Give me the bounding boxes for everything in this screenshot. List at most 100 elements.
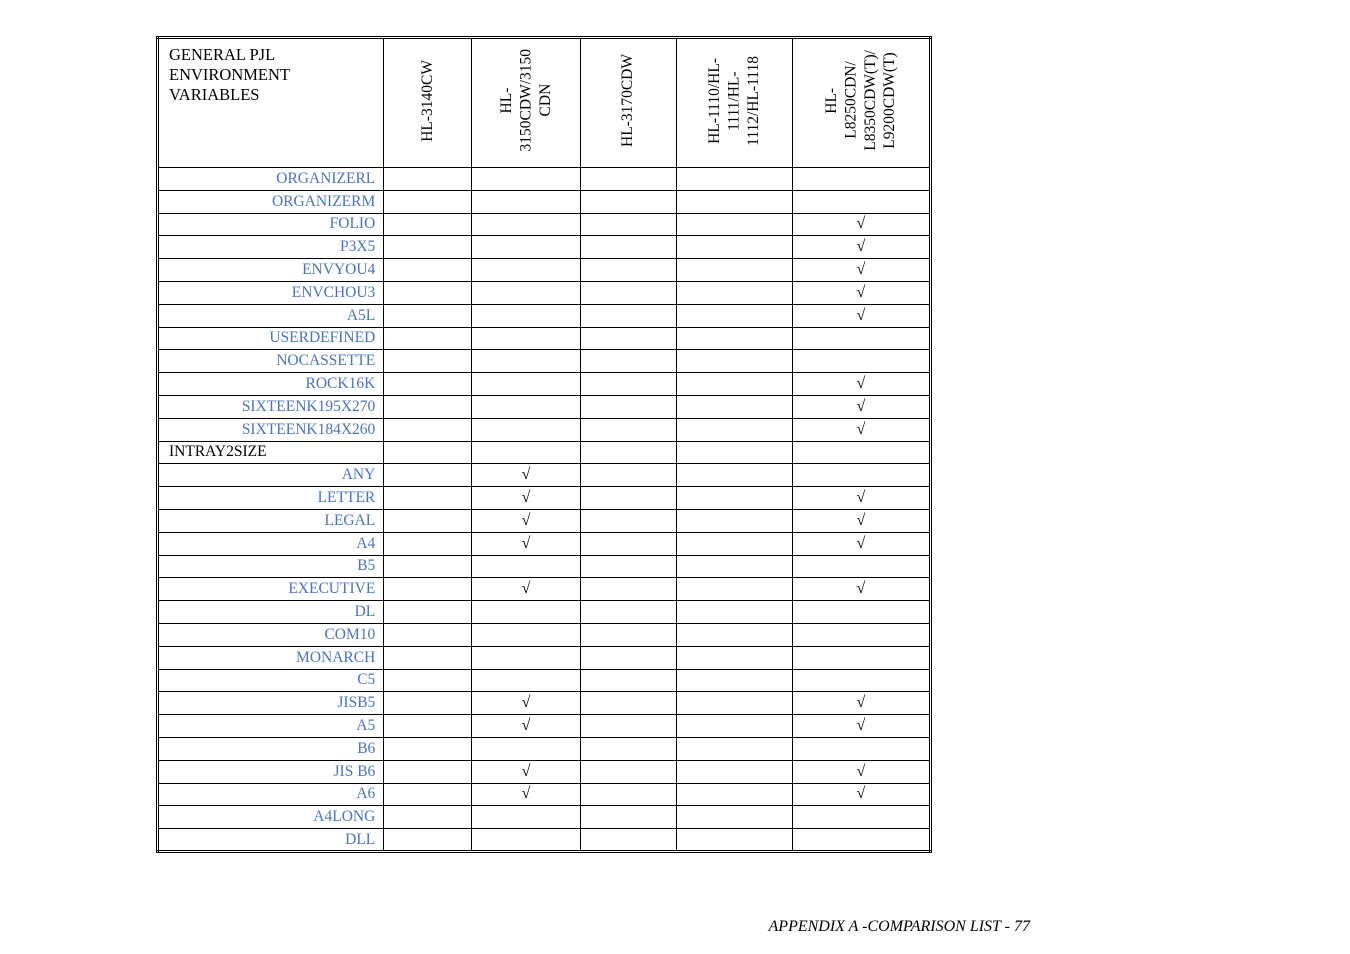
table-cell	[792, 555, 930, 578]
table-cell	[676, 760, 792, 783]
table-cell	[472, 555, 580, 578]
table-cell	[676, 829, 792, 852]
header-row: GENERAL PJL ENVIRONMENT VARIABLES HL-314…	[158, 38, 931, 168]
table-cell	[580, 806, 676, 829]
table-cell	[580, 259, 676, 282]
table-cell	[472, 213, 580, 236]
table-cell: √	[792, 395, 930, 418]
table-cell	[676, 578, 792, 601]
table-cell	[580, 783, 676, 806]
row-label: ORGANIZERM	[158, 190, 384, 213]
title-line-1: GENERAL PJL	[169, 45, 275, 64]
table-cell	[792, 441, 930, 464]
table-cell	[676, 190, 792, 213]
table-cell	[472, 281, 580, 304]
table-cell	[472, 327, 580, 350]
table-cell	[472, 236, 580, 259]
table-cell	[384, 168, 472, 191]
table-cell	[676, 737, 792, 760]
table-cell: √	[792, 692, 930, 715]
row-label: ENVYOU4	[158, 259, 384, 282]
table-cell	[472, 350, 580, 373]
table-row: FOLIO√	[158, 213, 931, 236]
table-row: JISB5 √ √	[158, 692, 931, 715]
table-cell	[384, 578, 472, 601]
table-row: LEGAL√√	[158, 509, 931, 532]
table-cell	[580, 464, 676, 487]
table-cell: √	[472, 692, 580, 715]
table-cell	[676, 281, 792, 304]
table-cell	[384, 350, 472, 373]
table-cell: √	[792, 760, 930, 783]
table-cell	[580, 395, 676, 418]
table-cell	[676, 646, 792, 669]
table-cell	[580, 509, 676, 532]
table-cell	[580, 829, 676, 852]
row-label: DL	[158, 601, 384, 624]
table-cell	[676, 304, 792, 327]
table-cell	[580, 418, 676, 441]
table-cell	[676, 327, 792, 350]
table-cell	[676, 555, 792, 578]
table-cell: √	[472, 487, 580, 510]
table-body: ORGANIZERLORGANIZERMFOLIO√P3X5√ENVYOU4√E…	[158, 168, 931, 852]
table-cell	[384, 623, 472, 646]
title-line-2: ENVIRONMENT	[169, 65, 290, 84]
table-row: COM10	[158, 623, 931, 646]
table-cell	[580, 327, 676, 350]
row-label: EXECUTIVE	[158, 578, 384, 601]
row-label: JISB5	[158, 692, 384, 715]
table-cell	[676, 373, 792, 396]
table-row: INTRAY2SIZE	[158, 441, 931, 464]
table-cell	[676, 418, 792, 441]
table-cell	[792, 168, 930, 191]
table-head: GENERAL PJL ENVIRONMENT VARIABLES HL-314…	[158, 38, 931, 168]
table-cell	[580, 487, 676, 510]
table-cell	[676, 806, 792, 829]
table-cell: √	[472, 532, 580, 555]
table-cell: √	[792, 236, 930, 259]
table-cell	[792, 350, 930, 373]
table-row: SIXTEENK195X270√	[158, 395, 931, 418]
table-cell	[384, 806, 472, 829]
column-header: HL-3150CDW/3150CDN	[472, 38, 580, 168]
table-cell	[384, 737, 472, 760]
table-cell: √	[792, 509, 930, 532]
table-cell	[676, 669, 792, 692]
comparison-table: GENERAL PJL ENVIRONMENT VARIABLES HL-314…	[156, 36, 932, 853]
column-header: HL-3170CDW	[580, 38, 676, 168]
column-header: HL-L8250CDN/L8350CDW(T)/L9200CDW(T)	[792, 38, 930, 168]
table-row: A5L√	[158, 304, 931, 327]
table-cell: √	[472, 783, 580, 806]
table-cell	[580, 669, 676, 692]
table-row: B6	[158, 737, 931, 760]
table-cell	[384, 669, 472, 692]
table-row: DLL	[158, 829, 931, 852]
table-cell	[676, 236, 792, 259]
table-row: EXECUTIVE√√	[158, 578, 931, 601]
table-cell: √	[472, 509, 580, 532]
table-cell	[580, 350, 676, 373]
table-cell	[384, 441, 472, 464]
column-header-label: HL-1110/HL-1111/HL-1112/HL-1118	[705, 56, 763, 146]
table-cell	[580, 441, 676, 464]
table-cell	[580, 304, 676, 327]
table-cell: √	[792, 487, 930, 510]
table-cell	[676, 509, 792, 532]
table-cell	[384, 692, 472, 715]
table-cell: √	[472, 464, 580, 487]
table-cell	[792, 623, 930, 646]
table-cell	[384, 760, 472, 783]
page: GENERAL PJL ENVIRONMENT VARIABLES HL-314…	[0, 0, 1350, 889]
table-cell	[792, 646, 930, 669]
table-cell	[384, 464, 472, 487]
table-cell	[792, 737, 930, 760]
table-cell	[580, 737, 676, 760]
table-cell	[384, 259, 472, 282]
table-cell: √	[792, 418, 930, 441]
table-row: ROCK16K√	[158, 373, 931, 396]
table-cell: √	[792, 213, 930, 236]
table-row: ENVYOU4√	[158, 259, 931, 282]
table-cell	[676, 441, 792, 464]
column-header-label: HL-3150CDW/3150CDN	[497, 49, 555, 151]
